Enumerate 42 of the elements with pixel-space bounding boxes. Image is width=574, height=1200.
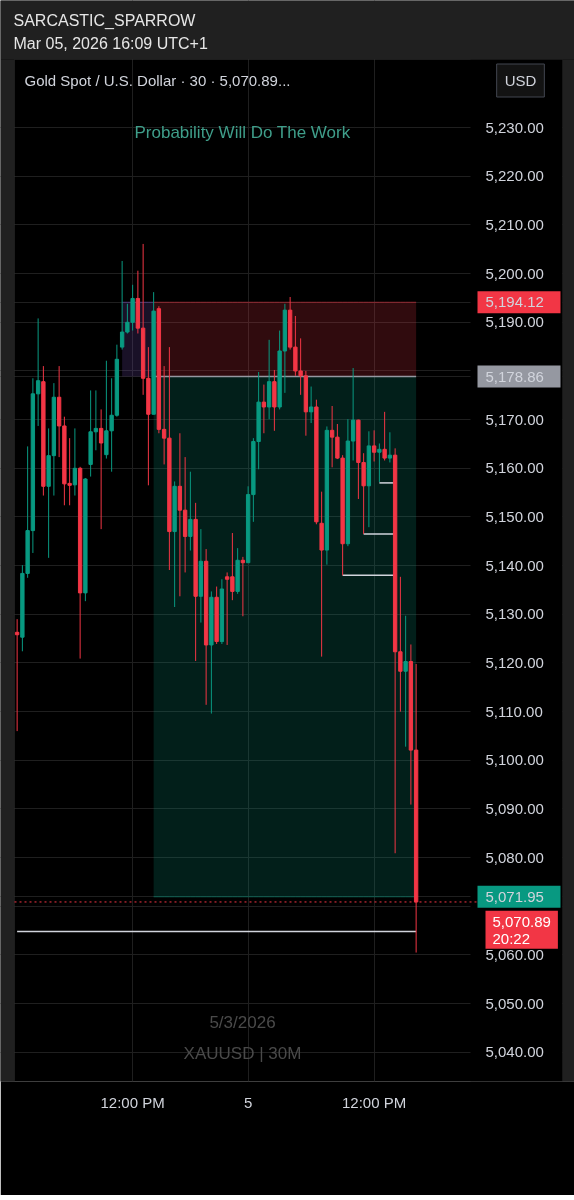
y-tick-label: 5,100.00 (485, 751, 544, 769)
annotation: 5/3/2026 (209, 1013, 276, 1032)
y-tick-label: 5,194.12 (485, 293, 544, 311)
text: Mar 05, 2026 16:09 UTC+1 (13, 35, 208, 52)
y-tick-label: 5,230.00 (485, 118, 544, 136)
y-tick-label: 5,150.00 (485, 507, 544, 525)
y-axis-title: USD (504, 72, 537, 89)
text: Probability Will Do The Work (134, 123, 351, 142)
y-tick-label: 5,071.95 (485, 887, 544, 905)
text: SARCASTIC_SPARROW (13, 12, 197, 30)
y-tick-label: 5,080.00 (485, 848, 544, 866)
candlestick (188, 471, 193, 552)
y-tick-label: 5,220.00 (485, 167, 544, 185)
text: Gold Spot / U.S. Dollar · 30 · 5,070.89... (24, 72, 291, 89)
candlestick (308, 386, 314, 424)
y-tick-label: 5,140.00 (485, 556, 544, 574)
candlestick (371, 429, 377, 462)
candlestick (403, 615, 408, 748)
y-tick-label: 5,170.00 (485, 410, 544, 428)
x-tick-label: 12:00 PM (342, 1093, 407, 1111)
ref-line-label: 5,070.89 20:22 (492, 912, 551, 947)
y-tick-label: 5,090.00 (485, 799, 544, 817)
x-tick-label: 5 (243, 1093, 253, 1111)
candlestick (377, 442, 382, 483)
y-tick-label: 5,050.00 (485, 994, 544, 1012)
y-tick-label: 5,160.00 (485, 459, 544, 477)
x-tick-label: 12:00 PM (100, 1093, 165, 1111)
candlestick (177, 432, 183, 597)
candlestick (98, 408, 104, 530)
candlestick (261, 384, 267, 434)
annotation: XAUUSD | 30M (183, 1044, 302, 1063)
y-tick-label: 5,110.00 (485, 702, 543, 720)
y-tick-label: 5,190.00 (485, 313, 544, 331)
y-tick-label: 5,060.00 (485, 945, 544, 963)
candlestick (387, 431, 393, 463)
y-tick-label: 5,040.00 (485, 1043, 544, 1061)
y-tick-label: 5,120.00 (485, 653, 544, 671)
candlestick (382, 411, 387, 462)
y-tick-label: 5,130.00 (485, 605, 544, 623)
y-tick-label: 5,200.00 (485, 264, 544, 282)
y-tick-label: 5,178.86 (485, 367, 544, 385)
y-tick-label: 5,210.00 (485, 215, 544, 233)
